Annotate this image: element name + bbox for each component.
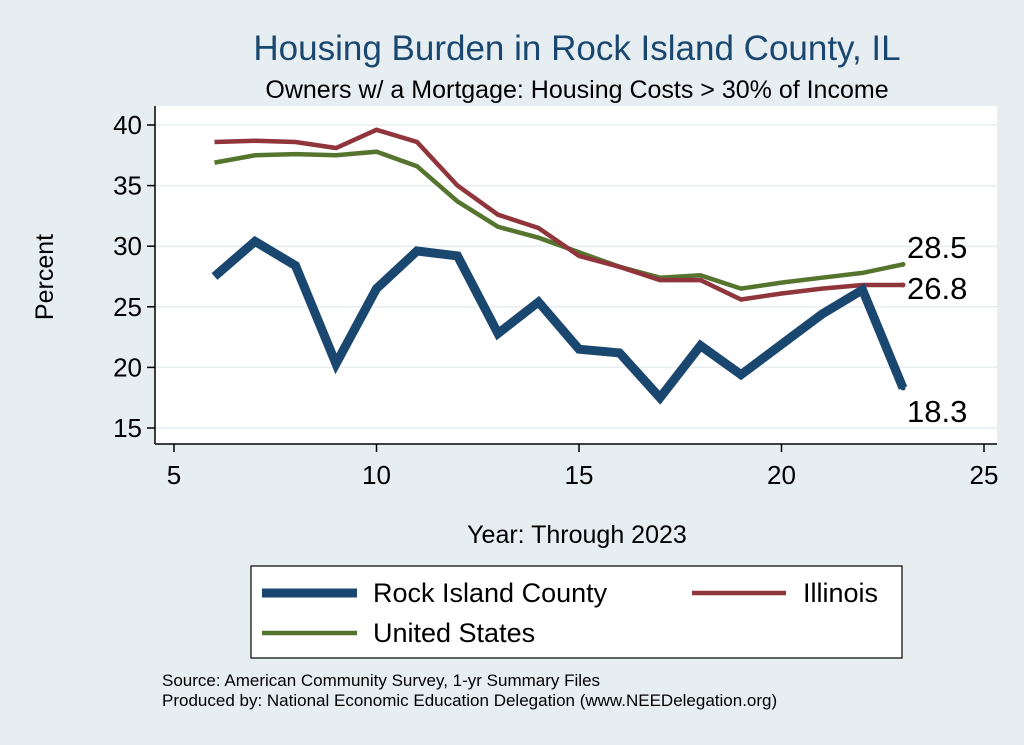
series-line-rock-island-county <box>211 235 908 405</box>
series-line-illinois <box>214 127 903 302</box>
legend-box <box>250 565 903 659</box>
end-label-illinois: 26.8 <box>907 271 967 306</box>
series-line-united-states <box>214 149 904 291</box>
legend-label-united-states: United States <box>373 618 535 648</box>
y-axis-title: Percent <box>31 234 59 320</box>
y-tick-label: 40 <box>113 110 142 140</box>
y-tick-label: 25 <box>113 292 142 322</box>
y-tick-label: 15 <box>113 413 142 443</box>
x-tick-label: 15 <box>565 460 594 490</box>
end-label-united-states: 28.5 <box>907 230 967 265</box>
legend-label-illinois: Illinois <box>803 578 878 608</box>
y-tick-label: 35 <box>113 171 142 201</box>
chart-subtitle: Owners w/ a Mortgage: Housing Costs > 30… <box>265 76 888 104</box>
source-line: Source: American Community Survey, 1-yr … <box>162 671 601 690</box>
source-note: Source: American Community Survey, 1-yr … <box>162 671 777 711</box>
end-point-marker <box>900 261 906 267</box>
chart-title: Housing Burden in Rock Island County, IL <box>253 29 900 68</box>
x-axis-title: Year: Through 2023 <box>467 521 687 549</box>
end-label-rock-island-county: 18.3 <box>907 394 967 429</box>
producer-line: Produced by: National Economic Education… <box>162 691 778 710</box>
y-tick-label: 30 <box>113 231 142 261</box>
x-tick-label: 20 <box>767 460 796 490</box>
end-point-marker <box>900 385 906 391</box>
x-tick-label: 25 <box>970 460 999 490</box>
y-tick-label: 20 <box>113 352 142 382</box>
x-tick-label: 5 <box>167 460 181 490</box>
end-point-marker <box>900 282 906 288</box>
x-tick-label: 10 <box>362 460 391 490</box>
legend-label-rock-island-county: Rock Island County <box>373 578 608 608</box>
